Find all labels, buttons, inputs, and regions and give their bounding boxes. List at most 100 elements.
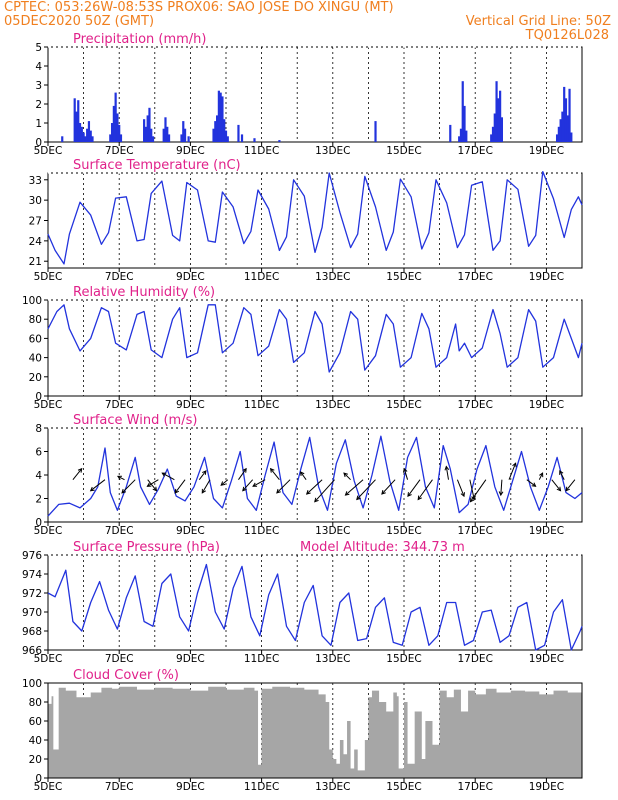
wind-arrow-head: [202, 470, 207, 475]
precip-bar: [495, 81, 498, 142]
precip-bar: [278, 140, 281, 142]
wind-arrow-head: [402, 467, 408, 473]
x-tick-label: 19DEC: [529, 271, 564, 283]
plot-frame: [47, 427, 583, 523]
precip-bar: [167, 134, 171, 142]
wind-arrow: [238, 468, 247, 480]
y-tick-label: 2: [35, 99, 42, 111]
x-tick-label: 11DEC: [244, 399, 279, 411]
x-tick-label: 19DEC: [529, 653, 564, 665]
series-line: [47, 563, 583, 651]
precip-bar: [114, 92, 117, 142]
wind-arrow: [314, 479, 335, 503]
x-tick-label: 11DEC: [244, 781, 279, 793]
x-tick-label: 7DEC: [105, 271, 134, 283]
precip-bar: [86, 128, 89, 142]
wind-arrow: [417, 479, 433, 500]
cloud-area: [48, 686, 582, 778]
plot-frame-overlay: [47, 682, 583, 779]
precip-bar: [182, 121, 185, 142]
wind-arrow-head: [417, 495, 423, 501]
panel-title: Cloud Cover (%): [73, 668, 179, 683]
wind-arrow-head: [201, 488, 206, 494]
x-tick-label: 13DEC: [315, 525, 350, 537]
wind-arrow: [345, 479, 364, 496]
precip-bar: [148, 107, 151, 142]
precip-bar: [564, 98, 568, 142]
series-line: [47, 435, 583, 517]
wind-arrow: [174, 479, 186, 494]
wind-arrow-head: [356, 495, 361, 501]
precip-bar: [563, 86, 566, 142]
wind-arrow-head: [174, 488, 180, 494]
x-tick-label: 19DEC: [529, 399, 564, 411]
x-tick-label: 7DEC: [105, 145, 134, 157]
wind-arrow: [147, 479, 159, 487]
wind-arrow: [252, 479, 266, 487]
y-tick-label: 24: [29, 236, 43, 248]
precip-bar: [497, 98, 500, 142]
x-tick-label: 15DEC: [386, 525, 421, 537]
y-tick-label: 1: [35, 118, 42, 130]
x-tick-label: 19DEC: [529, 781, 564, 793]
precip-bar: [253, 138, 256, 142]
precip-bar: [568, 88, 571, 142]
y-tick-label: 80: [29, 314, 42, 326]
precip-bar: [458, 136, 461, 142]
x-tick-label: 7DEC: [105, 653, 134, 665]
wind-arrow: [306, 479, 323, 495]
y-tick-label: 0: [35, 517, 42, 529]
x-tick-label: 13DEC: [315, 145, 350, 157]
wind-arrow-head: [161, 472, 167, 477]
y-tick-label: 100: [22, 295, 42, 307]
wind-arrow-head: [469, 497, 475, 503]
wind-arrow: [551, 479, 561, 492]
wind-arrow: [162, 472, 175, 481]
wind-arrow: [198, 470, 207, 481]
precip-bar: [449, 124, 452, 142]
precip-bar: [150, 128, 153, 142]
y-tick-label: 30: [29, 195, 42, 207]
wind-arrow-head: [89, 486, 95, 492]
precip-bar: [78, 123, 82, 142]
x-tick-label: 5DEC: [34, 271, 63, 283]
precip-bar: [490, 134, 493, 142]
precip-bar: [214, 121, 217, 142]
precip-bar: [164, 117, 167, 142]
precip-bar: [166, 126, 169, 142]
precip-bar: [491, 126, 495, 142]
wind-arrow-head: [220, 481, 226, 486]
x-tick-label: 15DEC: [386, 271, 421, 283]
header-line3-right: TQ0126L028: [525, 28, 609, 43]
y-tick-label: 27: [29, 216, 42, 228]
wind-arrow: [121, 479, 136, 494]
precip-bar: [561, 111, 564, 142]
wind-arrow: [276, 479, 291, 494]
wind-arrow-head: [471, 495, 476, 501]
precip-bar: [144, 126, 147, 142]
precip-bar: [75, 111, 78, 142]
wind-arrow-head: [117, 475, 122, 480]
y-tick-label: 972: [22, 588, 42, 600]
x-tick-label: 13DEC: [315, 399, 350, 411]
wind-arrow-head: [242, 486, 247, 492]
x-tick-label: 9DEC: [176, 145, 205, 157]
wind-arrow-head: [344, 491, 350, 496]
x-tick-label: 9DEC: [176, 653, 205, 665]
y-tick-label: 966: [22, 645, 42, 657]
y-tick-label: 974: [22, 569, 42, 581]
precip-bar: [555, 134, 559, 142]
wind-arrow-head: [565, 486, 570, 492]
wind-arrow: [117, 475, 125, 481]
x-tick-label: 7DEC: [105, 525, 134, 537]
plot-frame: [47, 554, 583, 651]
wind-arrow-head: [498, 491, 504, 497]
precip-bar: [221, 96, 224, 142]
precip-bar: [80, 126, 83, 142]
plot-frame: [47, 299, 583, 397]
x-tick-label: 9DEC: [176, 525, 205, 537]
wind-arrow-head: [444, 465, 450, 471]
wind-arrow: [456, 479, 465, 497]
wind-arrow: [565, 479, 576, 492]
